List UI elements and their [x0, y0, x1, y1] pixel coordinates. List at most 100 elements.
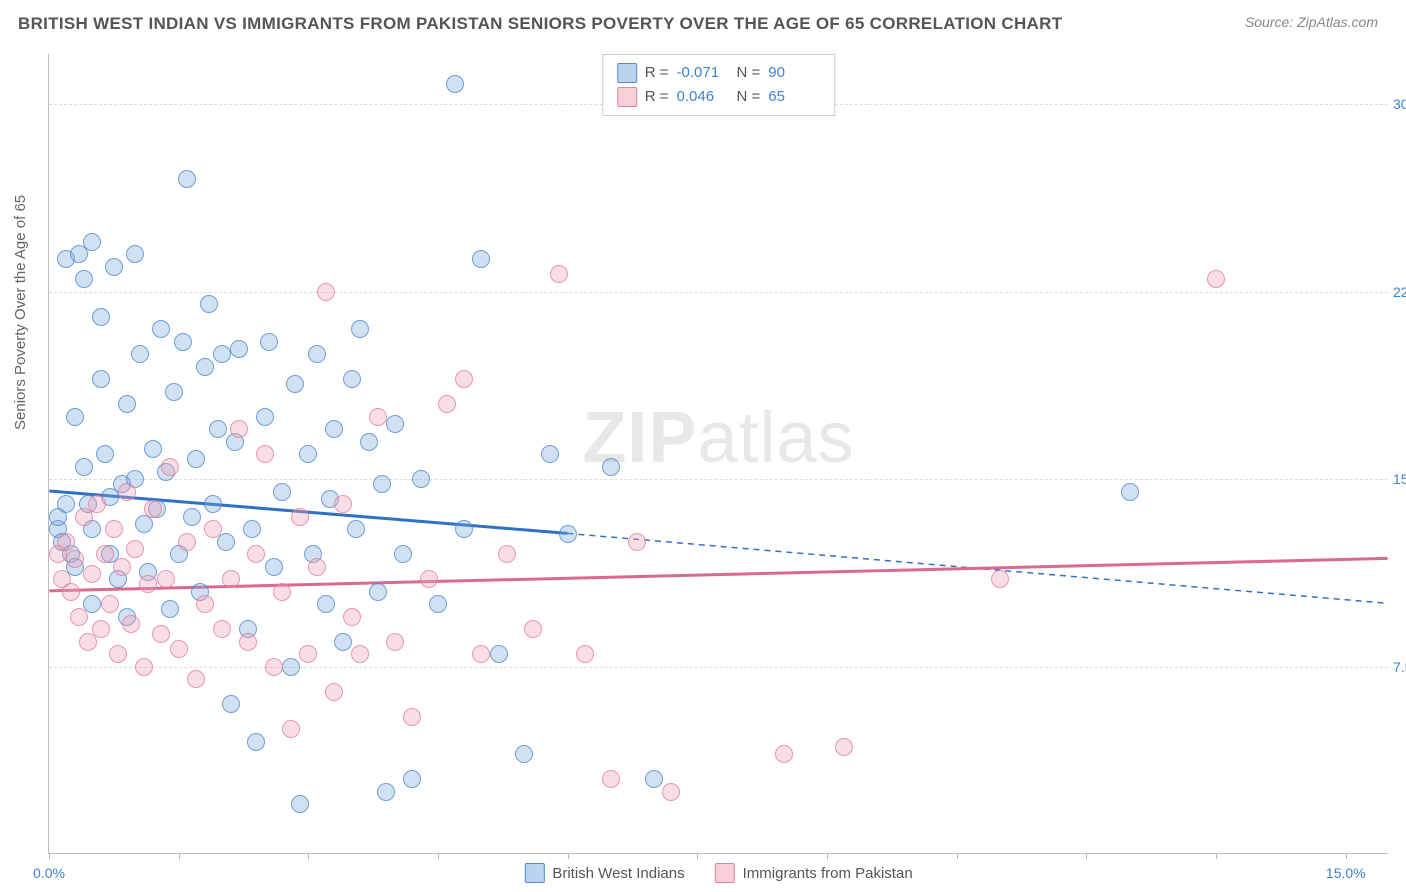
scatter-point: [373, 475, 391, 493]
x-tick-mark: [697, 853, 698, 859]
scatter-point: [118, 395, 136, 413]
x-tick-mark: [308, 853, 309, 859]
scatter-point: [243, 520, 261, 538]
scatter-point: [75, 270, 93, 288]
scatter-point: [196, 358, 214, 376]
scatter-point: [308, 345, 326, 363]
chart-source: Source: ZipAtlas.com: [1245, 14, 1378, 30]
scatter-point: [317, 283, 335, 301]
scatter-point: [490, 645, 508, 663]
trend-lines: [49, 54, 1388, 853]
scatter-point: [325, 683, 343, 701]
x-tick-mark: [438, 853, 439, 859]
scatter-point: [161, 458, 179, 476]
scatter-point: [403, 770, 421, 788]
legend-row-pink: R = 0.046 N = 65: [617, 85, 821, 109]
scatter-point: [541, 445, 559, 463]
scatter-point: [230, 340, 248, 358]
scatter-point: [113, 558, 131, 576]
scatter-point: [775, 745, 793, 763]
scatter-point: [317, 595, 335, 613]
legend-row-blue: R = -0.071 N = 90: [617, 61, 821, 85]
scatter-point: [386, 415, 404, 433]
scatter-point: [83, 233, 101, 251]
scatter-point: [576, 645, 594, 663]
scatter-point: [204, 520, 222, 538]
scatter-point: [403, 708, 421, 726]
scatter-point: [273, 483, 291, 501]
scatter-point: [308, 558, 326, 576]
scatter-point: [291, 795, 309, 813]
scatter-point: [1207, 270, 1225, 288]
scatter-point: [334, 495, 352, 513]
scatter-point: [256, 445, 274, 463]
scatter-point: [96, 445, 114, 463]
scatter-point: [96, 545, 114, 563]
scatter-point: [239, 633, 257, 651]
scatter-point: [247, 733, 265, 751]
scatter-point: [420, 570, 438, 588]
y-tick-label: 22.5%: [1393, 284, 1406, 300]
scatter-point: [105, 258, 123, 276]
scatter-point: [369, 408, 387, 426]
watermark: ZIPatlas: [582, 397, 854, 479]
swatch-blue-icon: [617, 63, 637, 83]
gridline: [49, 479, 1388, 480]
scatter-point: [122, 615, 140, 633]
scatter-point: [187, 670, 205, 688]
x-tick-label: 0.0%: [33, 865, 65, 881]
scatter-point: [645, 770, 663, 788]
scatter-point: [66, 408, 84, 426]
y-tick-label: 30.0%: [1393, 96, 1406, 112]
legend-item-pink: Immigrants from Pakistan: [715, 863, 913, 883]
scatter-point: [178, 533, 196, 551]
scatter-point: [118, 483, 136, 501]
scatter-point: [351, 320, 369, 338]
scatter-point: [101, 595, 119, 613]
scatter-point: [178, 170, 196, 188]
scatter-point: [602, 458, 620, 476]
scatter-point: [662, 783, 680, 801]
x-tick-mark: [1216, 853, 1217, 859]
swatch-pink-icon: [715, 863, 735, 883]
scatter-point: [472, 250, 490, 268]
x-tick-mark: [49, 853, 50, 859]
scatter-point: [196, 595, 214, 613]
y-tick-label: 15.0%: [1393, 471, 1406, 487]
scatter-point: [170, 640, 188, 658]
scatter-point: [222, 695, 240, 713]
x-tick-mark: [827, 853, 828, 859]
scatter-point: [131, 345, 149, 363]
scatter-point: [105, 520, 123, 538]
scatter-point: [230, 420, 248, 438]
scatter-point: [92, 308, 110, 326]
scatter-point: [991, 570, 1009, 588]
scatter-point: [247, 545, 265, 563]
scatter-point: [455, 520, 473, 538]
scatter-point: [57, 495, 75, 513]
x-tick-label: 15.0%: [1326, 865, 1366, 881]
scatter-point: [360, 433, 378, 451]
scatter-point: [126, 245, 144, 263]
scatter-point: [152, 320, 170, 338]
scatter-point: [260, 333, 278, 351]
scatter-point: [602, 770, 620, 788]
scatter-point: [126, 540, 144, 558]
scatter-point: [515, 745, 533, 763]
swatch-pink-icon: [617, 87, 637, 107]
scatter-point: [386, 633, 404, 651]
scatter-point: [83, 565, 101, 583]
gridline: [49, 667, 1388, 668]
scatter-point: [200, 295, 218, 313]
scatter-point: [174, 333, 192, 351]
x-tick-mark: [1346, 853, 1347, 859]
scatter-point: [92, 620, 110, 638]
scatter-point: [343, 370, 361, 388]
scatter-point: [75, 458, 93, 476]
scatter-point: [1121, 483, 1139, 501]
scatter-point: [455, 370, 473, 388]
scatter-point: [429, 595, 447, 613]
scatter-point: [334, 633, 352, 651]
scatter-point: [183, 508, 201, 526]
scatter-point: [187, 450, 205, 468]
